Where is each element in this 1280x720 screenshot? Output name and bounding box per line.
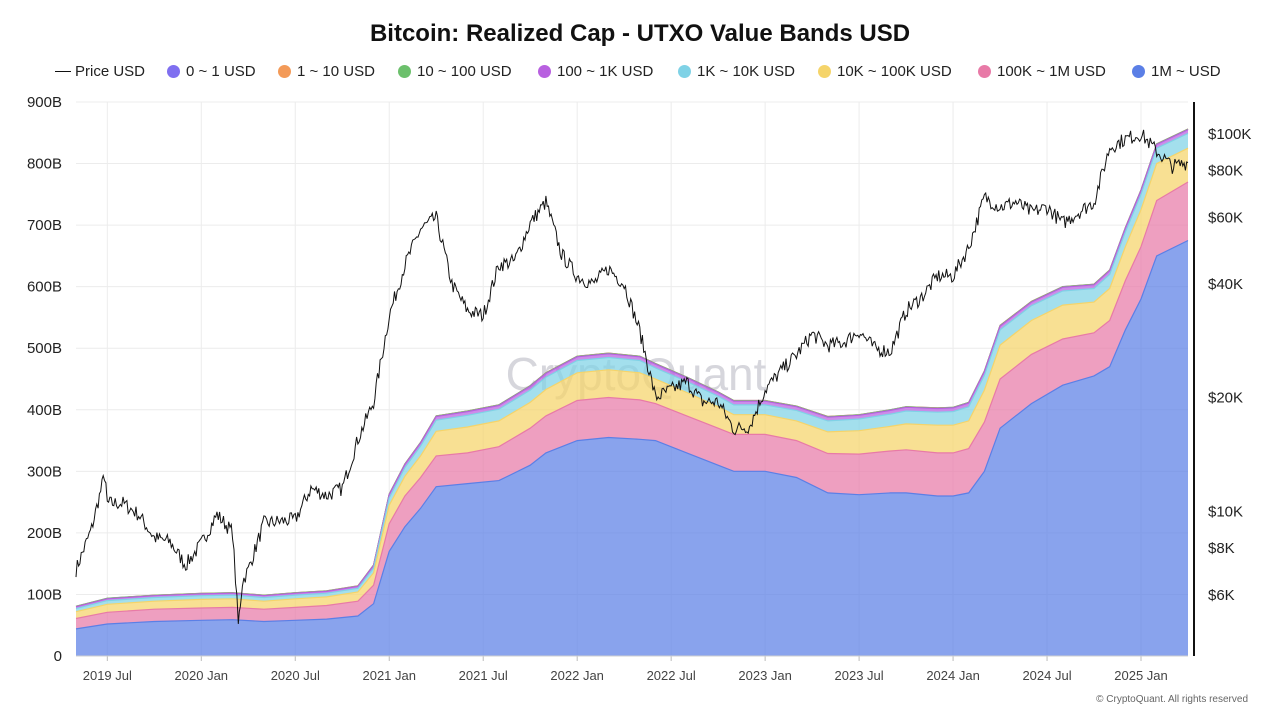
legend-item-price[interactable]: Price USD (55, 61, 145, 83)
y-tick-right: $20K (1208, 390, 1243, 407)
y-tick-left: 900B (27, 94, 62, 111)
area-edge-100k-1m-usd (75, 181, 1189, 620)
x-tick-label: 2022 Jan (550, 668, 604, 683)
y-tick-right: $8K (1208, 540, 1235, 557)
x-tick-label: 2019 Jul (83, 668, 132, 683)
y-tick-left: 0 (54, 648, 62, 665)
legend-item-1m[interactable]: 1M ~ USD (1132, 61, 1221, 83)
price-line-swatch (55, 71, 71, 72)
y-tick-right: $60K (1208, 210, 1243, 227)
y-tick-left: 800B (27, 156, 62, 173)
chart-title: Bitcoin: Realized Cap - UTXO Value Bands… (369, 20, 911, 47)
price-line (75, 129, 1189, 624)
x-tick-label: 2021 Jan (362, 668, 416, 683)
y-tick-left: 100B (27, 586, 62, 603)
legend-item-10-100[interactable]: 10 ~ 100 USD (398, 61, 512, 83)
legend-label-1k-10k: 1K ~ 10K USD (697, 63, 795, 80)
legend-item-10k-100k[interactable]: 10K ~ 100K USD (818, 61, 952, 83)
y-tick-right: $80K (1208, 163, 1243, 180)
x-tick-label: 2024 Jan (926, 668, 980, 683)
legend-swatch-1m (1132, 65, 1145, 78)
y-tick-left: 200B (27, 525, 62, 542)
legend-swatch-100-1k (538, 65, 551, 78)
y-tick-left: 300B (27, 463, 62, 480)
legend-item-1-10[interactable]: 1 ~ 10 USD (278, 61, 375, 83)
legend-label-100-1k: 100 ~ 1K USD (557, 63, 654, 80)
y-tick-left: 600B (27, 279, 62, 296)
legend-label-10k-100k: 10K ~ 100K USD (837, 63, 952, 80)
area-edge-1k-10k-usd (75, 132, 1189, 610)
legend-label-1m: 1M ~ USD (1151, 63, 1221, 80)
legend-label-10-100: 10 ~ 100 USD (417, 63, 512, 80)
x-tick-label: 2025 Jan (1114, 668, 1168, 683)
x-tick-label: 2020 Jul (271, 668, 320, 683)
legend-swatch-1k-10k (678, 65, 691, 78)
legend-swatch-0-1 (167, 65, 180, 78)
y-tick-right: $6K (1208, 587, 1235, 604)
x-tick-label: 2022 Jul (647, 668, 696, 683)
y-tick-left: 700B (27, 217, 62, 234)
copyright-notice: © CryptoQuant. All rights reserved (1096, 694, 1248, 705)
area-band-1m-usd (76, 240, 1188, 656)
legend-label-100k-1m: 100K ~ 1M USD (997, 63, 1106, 80)
x-tick-label: 2024 Jul (1022, 668, 1071, 683)
legend-swatch-10-100 (398, 65, 411, 78)
legend-swatch-100k-1m (978, 65, 991, 78)
legend-label-price: Price USD (75, 63, 146, 80)
legend-swatch-1-10 (278, 65, 291, 78)
legend-swatch-10k-100k (818, 65, 831, 78)
chart-legend: Price USD 0 ~ 1 USD 1 ~ 10 USD 10 ~ 100 … (55, 61, 1255, 83)
x-tick-label: 2023 Jan (738, 668, 792, 683)
y-tick-right: $10K (1208, 503, 1243, 520)
y-tick-right: $40K (1208, 276, 1243, 293)
y-tick-right: $100K (1208, 126, 1251, 143)
y-tick-left: 400B (27, 402, 62, 419)
legend-item-0-1[interactable]: 0 ~ 1 USD (167, 61, 256, 83)
legend-item-1k-10k[interactable]: 1K ~ 10K USD (678, 61, 795, 83)
legend-item-100-1k[interactable]: 100 ~ 1K USD (538, 61, 653, 83)
area-band-10k-100k-usd (76, 148, 1188, 619)
legend-item-100k-1m[interactable]: 100K ~ 1M USD (978, 61, 1106, 83)
x-tick-label: 2023 Jul (835, 668, 884, 683)
area-edge-100-1k-usd (75, 129, 1189, 608)
legend-label-0-1: 0 ~ 1 USD (186, 63, 256, 80)
legend-label-1-10: 1 ~ 10 USD (297, 63, 375, 80)
x-tick-label: 2020 Jan (175, 668, 229, 683)
area-band-100k-1m-usd (76, 182, 1188, 629)
area-edge-1m-usd (75, 239, 1189, 630)
y-tick-left: 500B (27, 340, 62, 357)
x-tick-label: 2021 Jul (459, 668, 508, 683)
